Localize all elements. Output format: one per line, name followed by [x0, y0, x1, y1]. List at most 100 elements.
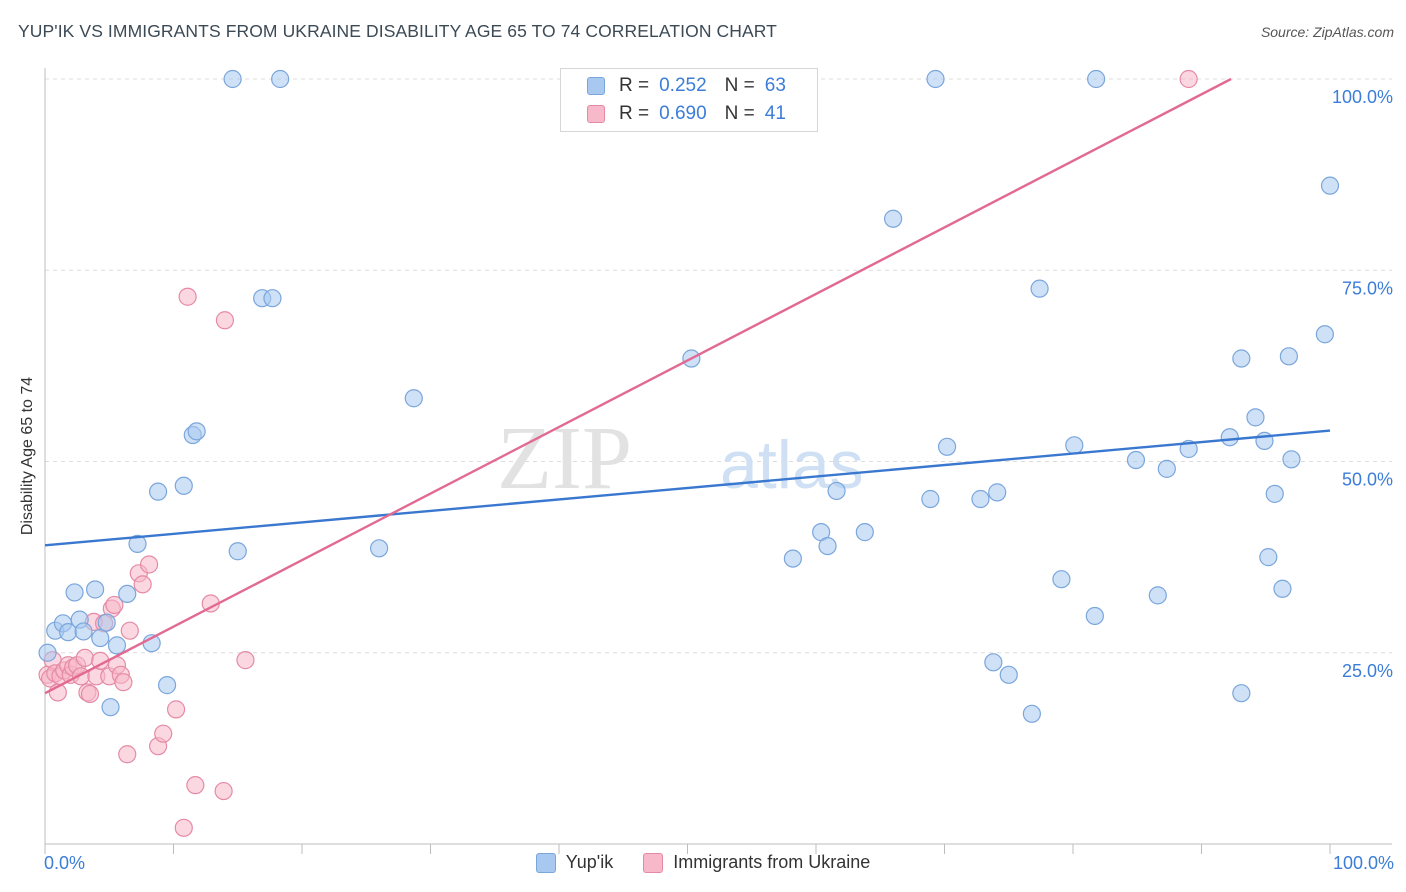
watermark: ZIP atlas	[497, 409, 864, 508]
yupik-point	[1148, 586, 1167, 605]
ukraine-point	[186, 776, 205, 795]
ukraine-point	[139, 555, 159, 574]
yupik-point	[1259, 548, 1278, 567]
yupik-point	[1265, 484, 1284, 503]
yupik-point	[101, 698, 120, 717]
yupik-point	[263, 289, 282, 308]
yupik-point	[1315, 325, 1334, 344]
yupik-point	[1087, 69, 1106, 89]
yupik-point	[228, 542, 247, 561]
ukraine-trend-line	[44, 77, 1232, 695]
yupik-point	[1220, 428, 1239, 447]
yupik-point	[86, 580, 105, 599]
legend-swatch-yupik	[587, 77, 605, 95]
yupik-point	[926, 69, 945, 89]
ukraine-point	[133, 575, 152, 594]
y-tick-label: 100.0%	[1332, 87, 1393, 107]
yupik-trend-line	[44, 429, 1331, 547]
yupik-point	[1232, 684, 1251, 703]
ukraine-point	[174, 818, 193, 837]
yupik-point	[818, 536, 837, 556]
yupik-point	[1030, 279, 1049, 298]
yupik-point	[999, 665, 1018, 684]
yupik-point	[1282, 450, 1301, 469]
legend-n-label: N =	[724, 103, 755, 124]
gridlines	[45, 78, 1392, 654]
yupik-point	[404, 389, 423, 408]
yupik-point	[370, 539, 389, 558]
legend-n-value: 41	[764, 103, 786, 124]
yupik-point	[97, 613, 116, 632]
yupik-point	[38, 643, 57, 662]
yupik-point	[1246, 408, 1265, 427]
chart-title: YUP'IK VS IMMIGRANTS FROM UKRAINE DISABI…	[18, 21, 777, 41]
yupik-point	[971, 489, 990, 509]
y-tick-label: 75.0%	[1342, 278, 1393, 298]
y-tick-labels: 25.0% 50.0% 75.0% 100.0%	[1332, 87, 1393, 681]
legend-r-label: R =	[619, 75, 650, 96]
yupik-point	[827, 481, 846, 501]
ukraine-point	[236, 651, 255, 670]
ukraine-point	[215, 311, 234, 330]
source-label: Source: ZipAtlas.com	[1260, 24, 1394, 40]
yupik-point	[988, 483, 1007, 502]
series-ukraine-points	[38, 69, 1198, 837]
legend-r-value: 0.252	[659, 75, 707, 96]
legend-swatch-ukraine	[643, 852, 664, 873]
legend-item-ukraine[interactable]: Immigrants from Ukraine	[643, 852, 870, 873]
x-axis-min-label: 0.0%	[44, 853, 86, 873]
yupik-point	[883, 209, 903, 228]
correlation-legend: R = 0.252 N = 63 R = 0.690 N = 41	[560, 68, 818, 132]
yupik-point	[1273, 579, 1292, 598]
yupik-point	[1157, 459, 1176, 478]
yupik-point	[937, 437, 957, 456]
yupik-point	[128, 534, 147, 553]
yupik-point	[118, 584, 137, 604]
y-tick-label: 25.0%	[1342, 661, 1393, 681]
ukraine-point	[178, 287, 197, 306]
ukraine-point	[166, 700, 186, 719]
yupik-point	[157, 676, 177, 695]
yupik-point	[65, 583, 84, 602]
yupik-point	[1320, 176, 1340, 195]
yupik-point	[223, 69, 242, 89]
yupik-point	[174, 476, 193, 495]
legend-n-label: N =	[724, 75, 755, 96]
yupik-point	[783, 549, 802, 568]
legend-row-ukraine: R = 0.690 N = 41	[587, 103, 786, 125]
yupik-point	[1232, 349, 1251, 368]
yupik-point	[1085, 606, 1104, 626]
ukraine-point	[1179, 69, 1198, 89]
series-legend: Yup'ik Immigrants from Ukraine	[0, 852, 1406, 873]
legend-n-value: 63	[764, 75, 786, 96]
axes	[44, 68, 1392, 854]
yupik-point	[271, 69, 290, 89]
ukraine-point	[80, 684, 100, 704]
ukraine-point	[214, 781, 233, 801]
legend-label-yupik: Yup'ik	[565, 852, 614, 872]
yupik-point	[855, 523, 874, 542]
ukraine-point	[114, 673, 133, 692]
series-yupik-points	[38, 69, 1340, 723]
ukraine-point	[75, 648, 94, 667]
yupik-point	[1022, 704, 1041, 723]
yupik-point	[921, 489, 940, 509]
yupik-point	[984, 653, 1003, 672]
y-tick-label: 50.0%	[1342, 470, 1393, 490]
ukraine-point	[120, 621, 139, 640]
legend-item-yupik[interactable]: Yup'ik	[535, 852, 614, 873]
yupik-point	[1279, 347, 1298, 366]
x-axis-max-label: 100.0%	[1332, 853, 1394, 873]
yupik-point	[1126, 450, 1146, 470]
yupik-point	[148, 482, 168, 501]
legend-row-yupik: R = 0.252 N = 63	[587, 75, 786, 97]
ukraine-point	[105, 595, 124, 615]
legend-r-label: R =	[619, 103, 650, 124]
yupik-point	[74, 622, 93, 641]
yupik-point	[1052, 570, 1071, 589]
ukraine-point	[154, 724, 173, 743]
yupik-point	[1065, 436, 1084, 455]
legend-swatch-ukraine	[587, 105, 605, 123]
trend-lines	[44, 77, 1331, 695]
